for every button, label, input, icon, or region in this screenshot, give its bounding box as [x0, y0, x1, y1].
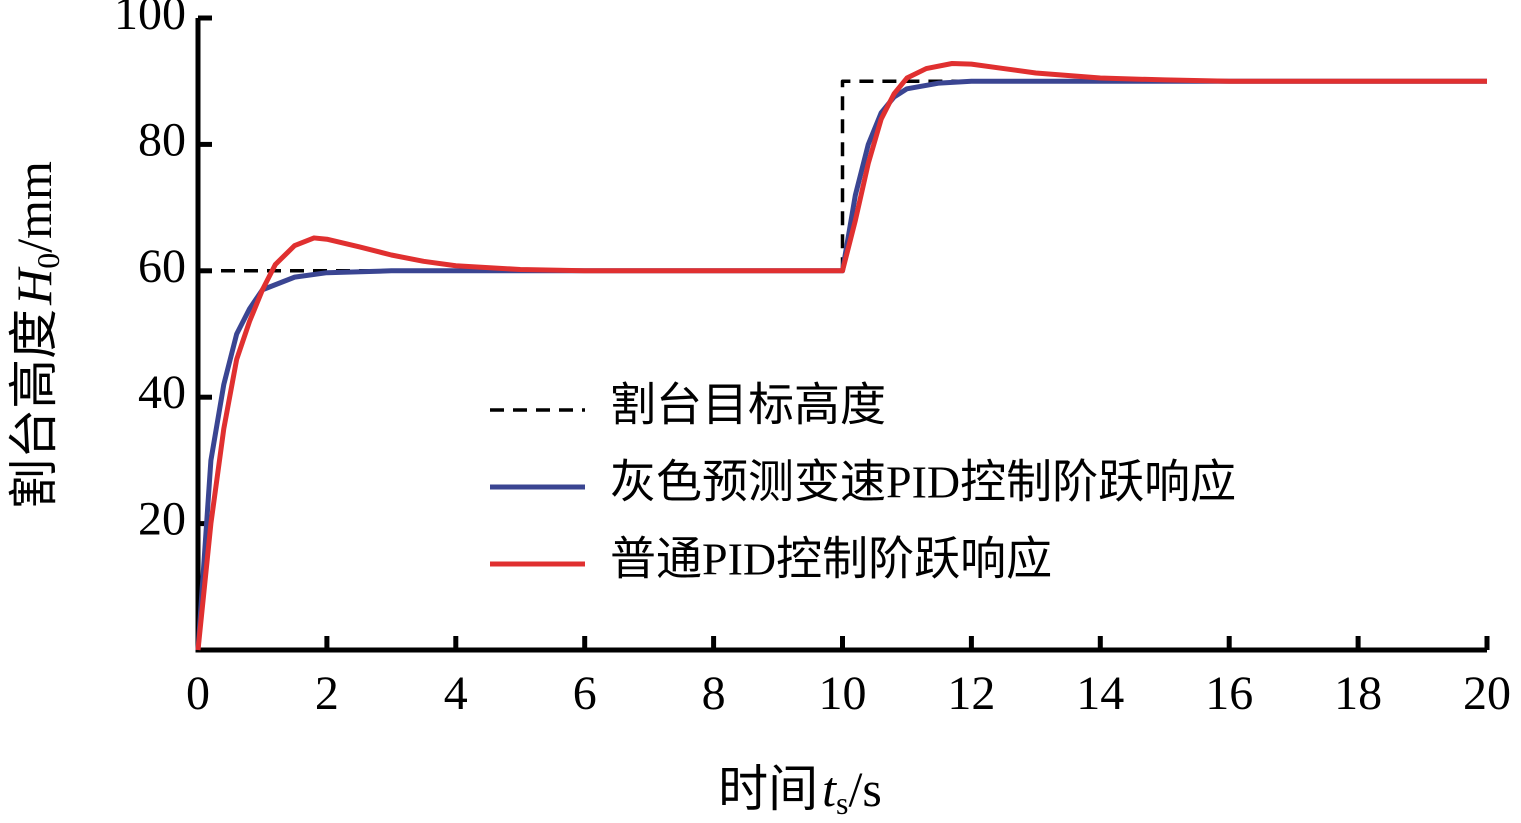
x-tick-label: 4 — [444, 667, 468, 720]
x-label-var: t — [822, 761, 837, 817]
y-axis-label: 割台高度H0/mm — [6, 161, 66, 509]
x-label-sub: s — [836, 785, 848, 821]
x-label-text: 时间 — [718, 761, 818, 817]
x-tick-label: 20 — [1463, 667, 1511, 720]
line-series — [195, 61, 1487, 651]
x-label-unit: /s — [849, 761, 882, 817]
x-tick-label: 0 — [186, 667, 210, 720]
y-label-var: H — [6, 266, 62, 306]
x-tick-label: 8 — [702, 667, 726, 720]
x-tick-label: 12 — [947, 667, 995, 720]
legend-label: 割台目标高度 — [610, 380, 886, 431]
x-tick-label: 16 — [1205, 667, 1253, 720]
x-tick-label: 10 — [819, 667, 867, 720]
x-tick-label: 6 — [573, 667, 597, 720]
legend-label: 灰色预测变速PID控制阶跃响应 — [610, 457, 1236, 508]
legend-label: 普通PID控制阶跃响应 — [610, 534, 1052, 585]
y-label-unit: /mm — [6, 161, 62, 253]
line-series — [198, 79, 1487, 273]
y-tick-label: 60 — [138, 240, 186, 293]
y-tick-label: 80 — [138, 113, 186, 166]
x-axis-label: 时间ts/s — [718, 761, 882, 821]
x-tick-label: 18 — [1334, 667, 1382, 720]
x-tick-label: 14 — [1076, 667, 1124, 720]
y-tick-label: 40 — [138, 366, 186, 419]
y-tick-label: 100 — [114, 0, 186, 40]
y-label-text: 割台高度 — [6, 309, 62, 509]
y-tick-label: 20 — [138, 493, 186, 546]
x-tick-label: 2 — [315, 667, 339, 720]
y-label-sub: 0 — [30, 253, 66, 269]
